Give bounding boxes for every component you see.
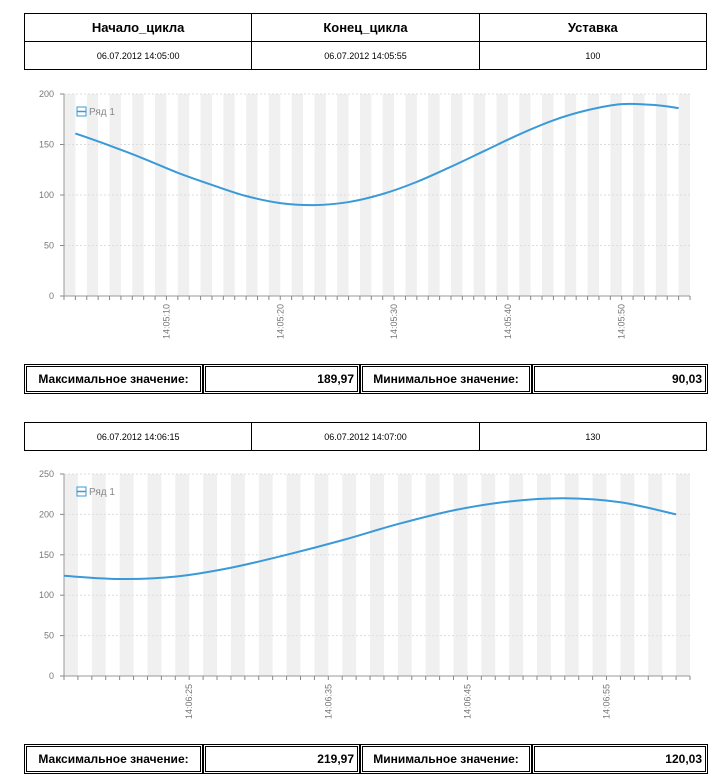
plot-stripe	[91, 474, 106, 676]
plot-stripe	[481, 474, 496, 676]
chart-1-svg: 0 50 100 150 200 14:05:10 14:05:20 14:05:30 14:0…	[39, 89, 691, 339]
x-tick-label: 14:05:20	[275, 304, 285, 339]
plot-stripe	[258, 474, 273, 676]
legend-label: Ряд 1	[89, 487, 115, 498]
max-value: 219,97	[203, 744, 360, 774]
plot-stripe	[119, 474, 134, 676]
y-tick-label: 150	[39, 550, 54, 560]
x-tick-label: 14:06:25	[184, 684, 194, 719]
plot-stripe	[286, 474, 301, 676]
plot-stripe	[397, 474, 412, 676]
plot-stripe	[177, 94, 190, 296]
y-tick-label: 200	[39, 89, 54, 99]
x-tick-label: 14:05:30	[389, 304, 399, 339]
plot-stripe	[147, 474, 162, 676]
y-tick-label: 50	[44, 631, 54, 641]
plot-stripe	[200, 94, 212, 296]
max-value: 189,97	[203, 364, 360, 394]
legend: Ряд 1	[76, 106, 115, 118]
plot-stripe	[496, 94, 508, 296]
legend: Ряд 1	[76, 486, 115, 498]
cycle-start-value: 06.07.2012 14:05:00	[23, 41, 253, 70]
plot-stripe	[633, 94, 645, 296]
plot-stripe	[564, 474, 579, 676]
header-setpoint: Уставка	[478, 13, 708, 42]
y-tick-label: 0	[49, 291, 54, 301]
plot-stripe	[425, 474, 440, 676]
min-value: 90,03	[532, 364, 708, 394]
plot-stripe	[370, 474, 384, 676]
x-tick-label: 14:05:50	[617, 304, 627, 339]
min-value-label: Минимальное значение:	[360, 744, 532, 774]
cycle-end-value: 06.07.2012 14:07:00	[251, 422, 480, 451]
y-tick-label: 250	[39, 469, 54, 479]
plot-stripe	[337, 94, 349, 296]
x-tick-label: 14:05:40	[503, 304, 513, 339]
min-value: 120,03	[532, 744, 708, 774]
cycle-end-value: 06.07.2012 14:05:55	[251, 41, 480, 70]
plot-stripe	[405, 94, 417, 296]
header-cycle-start: Начало_цикла	[23, 13, 253, 42]
plot-background	[64, 474, 690, 676]
plot-stripe	[230, 474, 245, 676]
y-tick-label: 200	[39, 509, 54, 519]
series-line	[75, 102, 679, 207]
y-tick-label: 0	[49, 671, 54, 681]
y-tick-label: 150	[39, 140, 54, 150]
header-cycle-end: Конец_цикла	[251, 13, 480, 42]
plot-stripe	[564, 94, 577, 296]
plot-stripe	[314, 474, 329, 676]
stats-row-1: Максимальное значение: 189,97 Минимально…	[24, 364, 708, 394]
cycle-start-value: 06.07.2012 14:06:15	[23, 422, 253, 451]
y-tick-label: 50	[44, 241, 54, 251]
x-tick-label: 14:05:10	[161, 304, 171, 339]
max-value-label: Максимальное значение:	[24, 364, 203, 394]
min-value-label: Минимальное значение:	[360, 364, 532, 394]
plot-stripe	[509, 474, 524, 676]
cycle-table-2: 06.07.2012 14:06:15 06.07.2012 14:07:00 …	[23, 422, 708, 451]
stats-row-2: Максимальное значение: 219,97 Минимально…	[24, 744, 708, 774]
setpoint-value: 100	[478, 41, 708, 70]
y-tick-label: 100	[39, 190, 54, 200]
plot-stripe	[542, 94, 554, 296]
chart-2-svg: 0 50 100 150 200 250 14:06:25 14:06:35 14:06:45 1…	[39, 469, 691, 719]
plot-stripe	[453, 474, 468, 676]
plot-stripe	[246, 94, 258, 296]
legend-label: Ряд 1	[89, 107, 115, 118]
y-tick-label: 100	[39, 590, 54, 600]
x-tick-label: 14:06:35	[323, 684, 333, 719]
plot-stripe	[203, 474, 218, 676]
plot-stripe	[536, 474, 551, 676]
x-tick-label: 14:06:55	[602, 684, 612, 719]
plot-stripe	[109, 94, 121, 296]
plot-stripe	[676, 474, 690, 676]
max-value-label: Максимальное значение:	[24, 744, 203, 774]
plot-stripe	[473, 94, 486, 296]
chart-2: 0 50 100 150 200 250 14:06:25 14:06:35 14:06:45 1…	[0, 464, 722, 734]
plot-stripe	[620, 474, 635, 676]
setpoint-value: 130	[478, 422, 708, 451]
plot-stripe	[592, 474, 607, 676]
plot-stripe	[268, 94, 281, 296]
plot-stripe	[648, 474, 663, 676]
series-line	[63, 497, 677, 581]
chart-1: 0 50 100 150 200 14:05:10 14:05:20 14:05:30 14:0…	[0, 84, 722, 354]
x-tick-label: 14:06:45	[462, 684, 472, 719]
cycle-table-1: Начало_цикла Конец_цикла Уставка 06.07.2…	[23, 13, 708, 70]
plot-stripe	[64, 474, 78, 676]
plot-stripe	[342, 474, 357, 676]
